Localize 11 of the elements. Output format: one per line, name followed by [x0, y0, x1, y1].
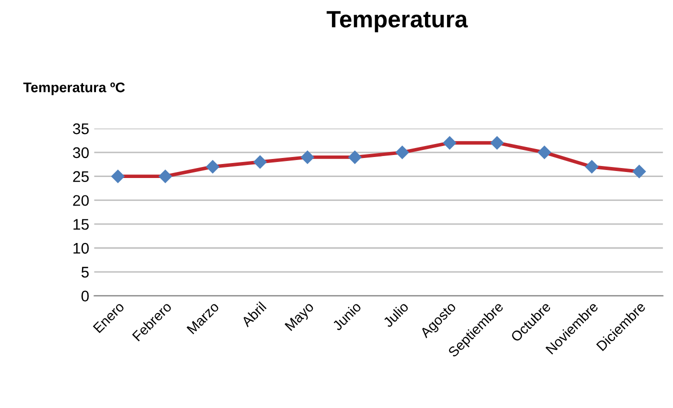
y-tick-label: 35	[72, 123, 89, 134]
y-tick-label: 25	[73, 171, 89, 182]
y-tick-label: 30	[72, 147, 89, 158]
y-tick-label: 0	[81, 290, 89, 302]
y-tick-label: 15	[74, 219, 89, 230]
y-tick-label: 10	[74, 242, 89, 254]
y-axis-title: Temperatura ºC	[23, 82, 125, 96]
chart-title: Temperatura	[326, 11, 468, 32]
y-tick-label: 5	[81, 266, 89, 278]
y-tick-label: 20	[73, 195, 89, 206]
x-tick-label: Julio	[382, 301, 410, 328]
